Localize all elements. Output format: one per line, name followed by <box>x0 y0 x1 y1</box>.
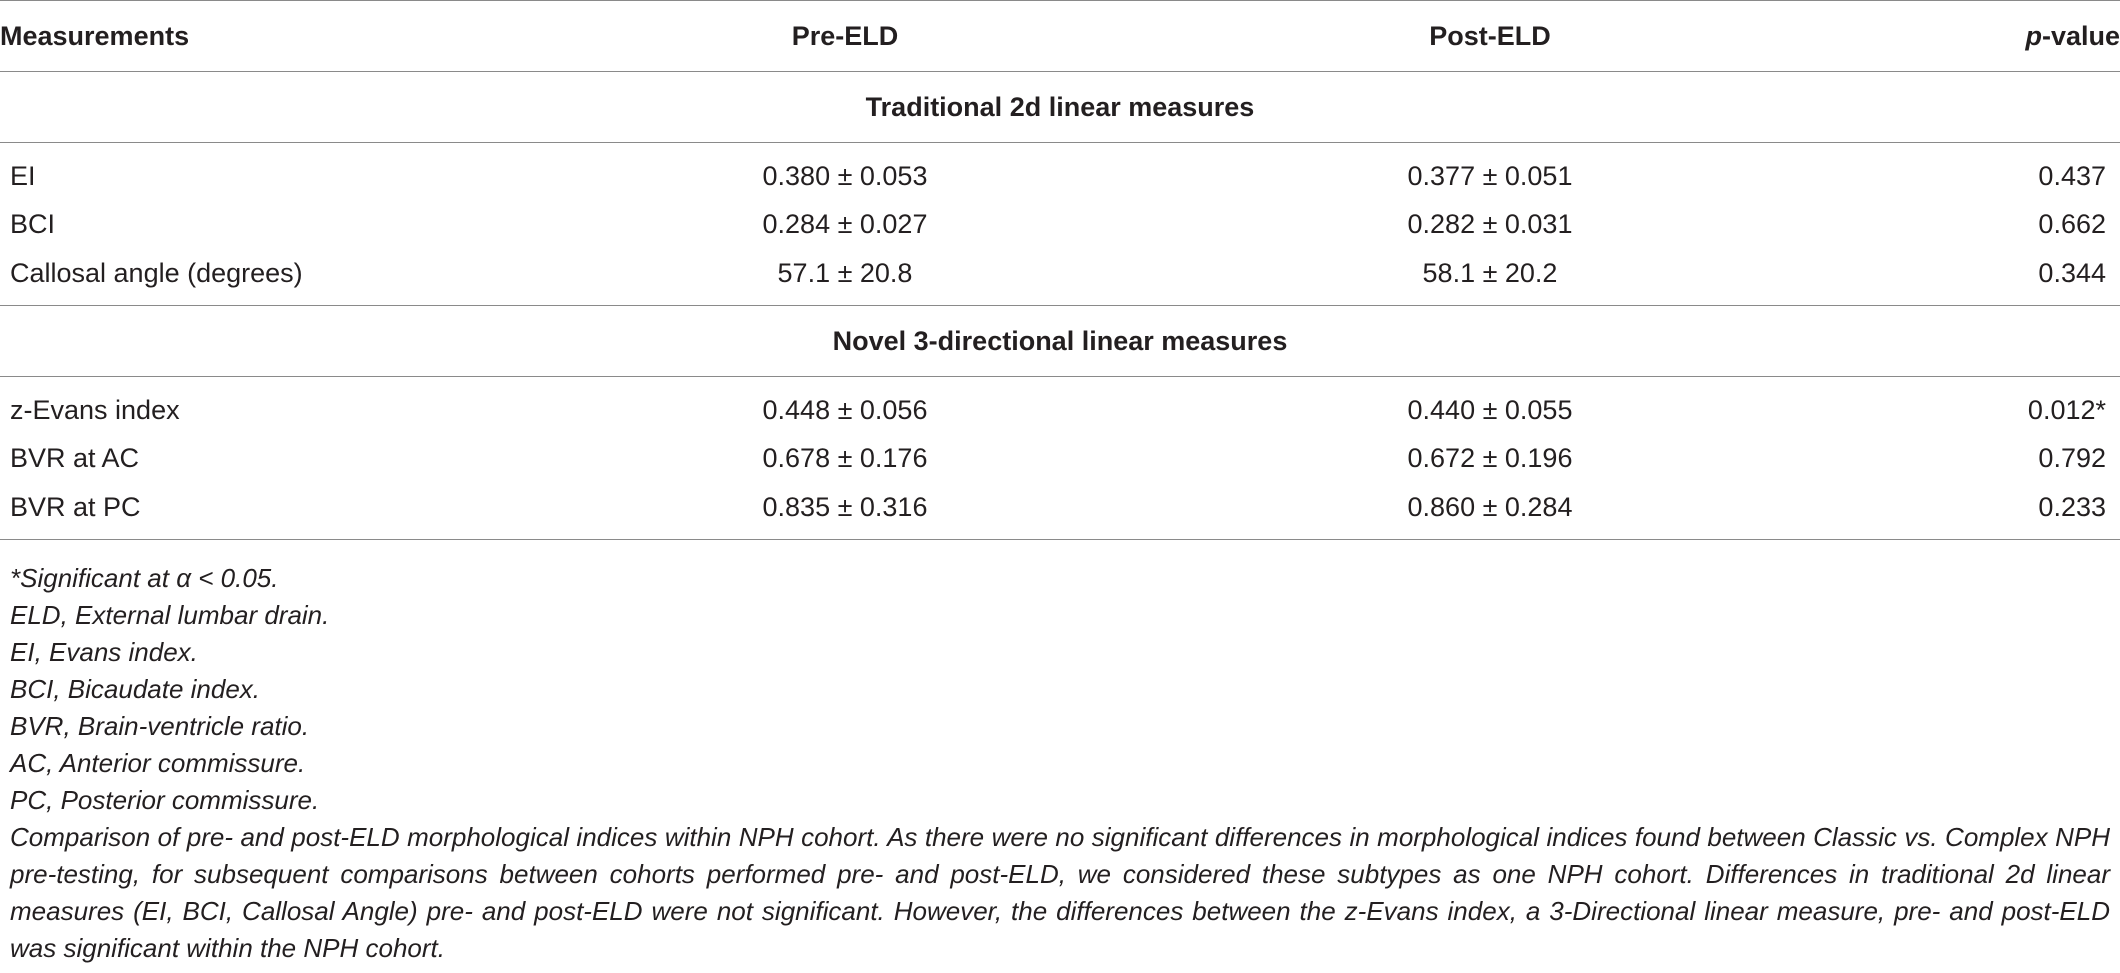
header-pre-eld: Pre-ELD <box>640 0 1050 72</box>
table-row: Callosal angle (degrees) 57.1 ± 20.8 58.… <box>0 248 2120 306</box>
row-p-value: 0.344 <box>2038 258 2106 288</box>
row-p-value: 0.662 <box>2038 209 2106 239</box>
footnote-pc: PC, Posterior commissure. <box>10 785 320 815</box>
row-post-value: 58.1 ± 20.2 <box>1422 258 1558 288</box>
row-post-value: 0.440 ± 0.055 <box>1407 394 1573 425</box>
row-p-value: 0.233 <box>1930 482 2120 540</box>
results-table-container: Measurements Pre-ELD Post-ELD p-value Tr… <box>0 0 2120 540</box>
section-row-novel: Novel 3-directional linear measures <box>0 305 2120 377</box>
row-measure-name: EI <box>10 160 36 191</box>
header-p-rest: -value <box>2041 20 2120 51</box>
row-pre-value: 0.380 ± 0.053 <box>762 160 928 191</box>
table-row: z-Evans index 0.448 ± 0.056 0.440 ± 0.05… <box>0 377 2120 436</box>
header-p-italic: p <box>2025 20 2042 51</box>
footnote-significance: *Significant at α < 0.05. <box>10 563 279 593</box>
row-post-value: 0.377 ± 0.051 <box>1407 160 1573 191</box>
footnote-bci: BCI, Bicaudate index. <box>10 674 261 704</box>
row-measure-name: BCI <box>10 209 56 239</box>
table-row: BVR at AC 0.678 ± 0.176 0.672 ± 0.196 0.… <box>0 435 2120 482</box>
section-row-traditional: Traditional 2d linear measures <box>0 71 2120 143</box>
section-title: Novel 3-directional linear measures <box>0 305 2120 377</box>
table-row: EI 0.380 ± 0.053 0.377 ± 0.051 0.437 <box>0 143 2120 202</box>
row-measure-name: Callosal angle (degrees) <box>10 258 303 288</box>
row-post-value: 0.860 ± 0.284 <box>1050 482 1930 540</box>
header-measurements: Measurements <box>0 0 640 72</box>
row-p-value: 0.012* <box>2027 394 2106 425</box>
table-header-row: Measurements Pre-ELD Post-ELD p-value <box>0 0 2120 72</box>
footnote-bvr: BVR, Brain-ventricle ratio. <box>10 711 310 741</box>
row-pre-value: 0.678 ± 0.176 <box>762 443 928 473</box>
results-table: Measurements Pre-ELD Post-ELD p-value Tr… <box>0 0 2120 540</box>
row-p-value: 0.792 <box>2038 443 2106 473</box>
row-pre-value: 0.448 ± 0.056 <box>762 394 928 425</box>
table-row: BCI 0.284 ± 0.027 0.282 ± 0.031 0.662 <box>0 201 2120 248</box>
footnote-ac: AC, Anterior commissure. <box>10 748 306 778</box>
section-title: Traditional 2d linear measures <box>0 71 2120 143</box>
footnote-ei: EI, Evans index. <box>10 637 198 667</box>
header-p-value: p-value <box>1930 0 2120 72</box>
table-footnotes: *Significant at α < 0.05. ELD, External … <box>10 560 2110 967</box>
footnote-eld: ELD, External lumbar drain. <box>10 600 330 630</box>
row-pre-value: 0.284 ± 0.027 <box>762 209 928 239</box>
header-post-eld: Post-ELD <box>1050 0 1930 72</box>
row-p-value: 0.437 <box>2038 160 2106 191</box>
row-pre-value: 57.1 ± 20.8 <box>777 258 913 288</box>
table-caption: Comparison of pre- and post-ELD morpholo… <box>10 822 2110 963</box>
row-post-value: 0.282 ± 0.031 <box>1407 209 1573 239</box>
row-post-value: 0.672 ± 0.196 <box>1407 443 1573 473</box>
row-measure-name: z-Evans index <box>10 394 180 425</box>
row-measure-name: BVR at AC <box>10 443 140 473</box>
row-pre-value: 0.835 ± 0.316 <box>640 482 1050 540</box>
table-row: BVR at PC 0.835 ± 0.316 0.860 ± 0.284 0.… <box>0 482 2120 540</box>
row-measure-name: BVR at PC <box>0 482 640 540</box>
